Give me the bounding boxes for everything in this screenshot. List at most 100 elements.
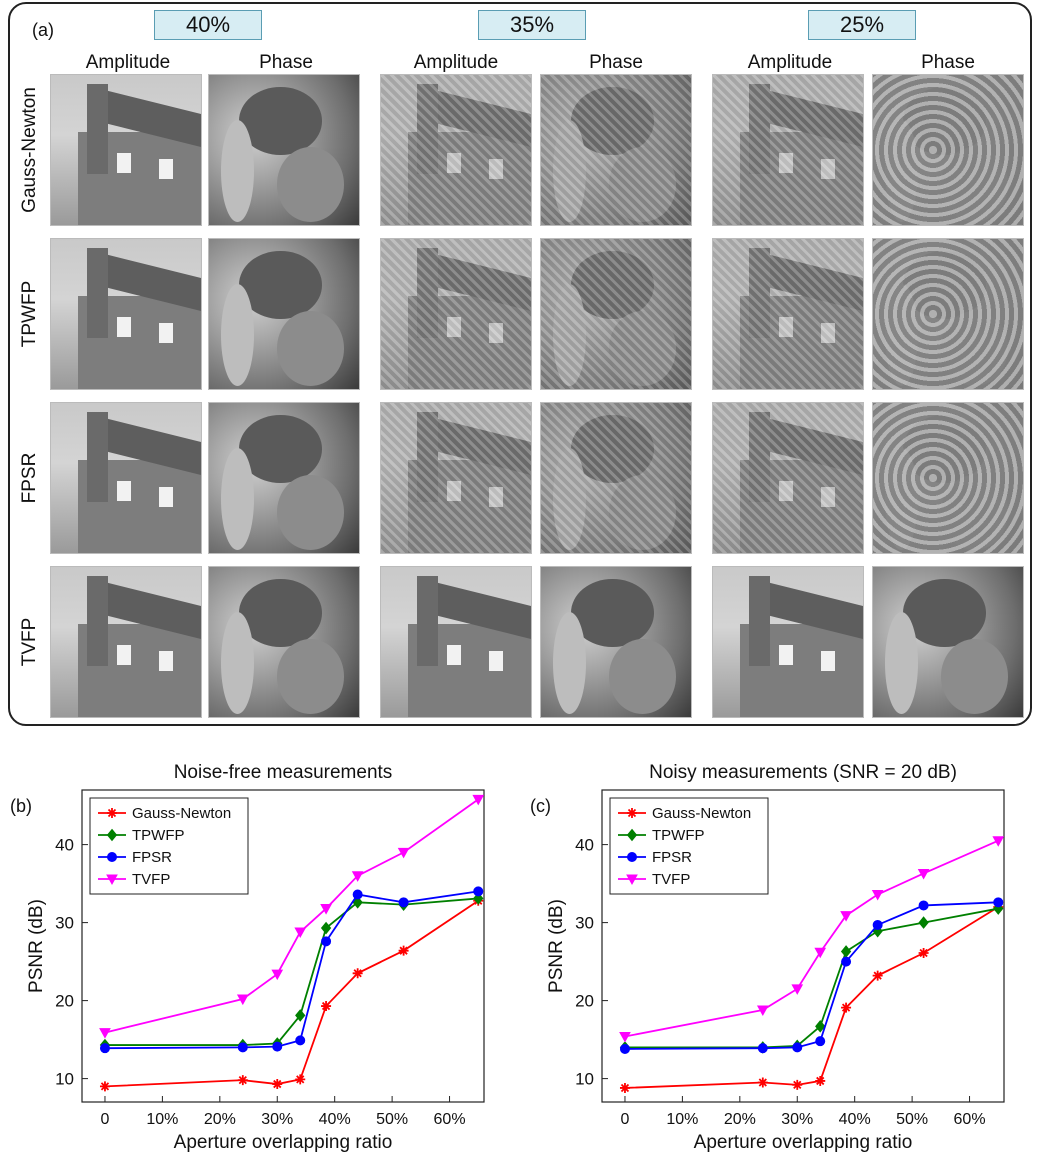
data-point-Gauss-Newton	[237, 1075, 248, 1086]
data-point-FPSR	[398, 897, 409, 908]
x-tick-label: 60%	[434, 1111, 466, 1128]
col-header: Phase	[589, 52, 643, 73]
phase-image	[872, 74, 1024, 226]
phase-image	[208, 74, 360, 226]
phase-image	[208, 402, 360, 554]
y-tick-label: 40	[55, 836, 74, 855]
amplitude-image	[712, 74, 864, 226]
y-tick-label: 20	[55, 992, 74, 1011]
data-point-TVFP	[472, 794, 485, 806]
data-point-Gauss-Newton	[272, 1079, 283, 1090]
legend-marker	[626, 874, 638, 886]
x-tick-label: 50%	[896, 1111, 928, 1128]
series-line-TPWFP	[104, 897, 479, 1046]
col-header: Amplitude	[747, 52, 833, 73]
ratio-box-1: 40%	[154, 10, 262, 40]
row-label: Gauss-Newton	[19, 87, 40, 213]
data-point-Gauss-Newton	[872, 970, 883, 981]
legend-label: TVFP	[132, 871, 170, 888]
col-header: Phase	[921, 52, 975, 73]
series-line-TPWFP	[624, 907, 999, 1049]
series-line-FPSR	[624, 901, 999, 1050]
data-point-TVFP	[756, 1005, 769, 1016]
x-tick-label: 50%	[376, 1111, 408, 1128]
chart-title: Noisy measurements (SNR = 20 dB)	[649, 762, 957, 783]
amplitude-image	[50, 566, 202, 718]
amplitude-image	[50, 238, 202, 390]
data-point-Gauss-Newton	[757, 1077, 768, 1088]
data-point-FPSR	[619, 1043, 630, 1054]
data-point-FPSR	[792, 1042, 803, 1053]
phase-image	[540, 74, 692, 226]
data-point-TPWFP	[815, 1020, 826, 1033]
chart-noise-free: Noise-free measurements (b) 0 10% 20% 30% 40% 5…	[10, 762, 485, 1153]
legend-marker	[627, 808, 637, 818]
data-point-FPSR	[993, 897, 1004, 908]
phase-image	[540, 402, 692, 554]
x-tick-label: 0	[621, 1111, 630, 1128]
row-label: TVFP	[19, 617, 40, 667]
data-point-Gauss-Newton	[815, 1075, 826, 1086]
data-point-TVFP	[619, 1031, 631, 1043]
x-tick-label: 20%	[724, 1111, 756, 1128]
panel-label: (b)	[10, 796, 32, 816]
data-point-FPSR	[815, 1036, 826, 1047]
data-point-TVFP	[320, 904, 332, 915]
data-point-Gauss-Newton	[352, 968, 363, 979]
series-line-TVFP	[624, 839, 999, 1038]
series-line-Gauss-Newton	[624, 906, 999, 1089]
data-point-TPWFP	[320, 921, 332, 935]
col-header: Phase	[259, 52, 313, 73]
legend-label: FPSR	[132, 849, 172, 866]
legend-box	[89, 797, 249, 895]
x-tick-label: 40%	[319, 1111, 351, 1128]
data-point-TVFP	[791, 984, 804, 995]
data-point-FPSR	[237, 1042, 248, 1053]
legend-marker	[106, 828, 118, 842]
legend-marker	[107, 852, 117, 862]
panel-label: (c)	[530, 796, 551, 816]
legend-label: TPWFP	[652, 827, 705, 844]
amplitude-image	[712, 402, 864, 554]
data-point-TVFP	[992, 836, 1005, 847]
data-point-FPSR	[352, 889, 363, 900]
data-point-FPSR	[872, 919, 883, 930]
data-point-FPSR	[473, 886, 484, 897]
data-point-TVFP	[871, 890, 884, 901]
x-tick-label: 30%	[781, 1111, 813, 1128]
y-tick-label: 40	[575, 836, 594, 855]
x-tick-label: 40%	[839, 1111, 871, 1128]
phase-image	[540, 238, 692, 390]
x-tick-label: 0	[101, 1111, 110, 1128]
series-line-TVFP	[104, 798, 479, 1034]
data-point-FPSR	[321, 936, 332, 947]
data-point-TVFP	[840, 911, 852, 922]
amplitude-image	[712, 238, 864, 390]
legend-label: Gauss-Newton	[132, 805, 231, 822]
legend-label: TPWFP	[132, 827, 185, 844]
chart-title: Noise-free measurements	[174, 762, 393, 783]
legend-label: TVFP	[652, 871, 690, 888]
data-point-Gauss-Newton	[295, 1074, 306, 1085]
data-point-Gauss-Newton	[99, 1081, 110, 1092]
x-axis-label: Aperture overlapping ratio	[694, 1132, 913, 1153]
data-point-FPSR	[272, 1041, 283, 1052]
amplitude-image	[380, 74, 532, 226]
y-tick-label: 30	[55, 914, 74, 933]
phase-image	[872, 566, 1024, 718]
data-point-FPSR	[841, 956, 852, 967]
amplitude-image	[50, 74, 202, 226]
phase-image	[208, 238, 360, 390]
series-line-Gauss-Newton	[104, 900, 479, 1088]
data-point-TVFP	[294, 927, 307, 938]
y-axis-label: PSNR (dB)	[546, 899, 567, 993]
amplitude-image	[380, 238, 532, 390]
x-tick-label: 30%	[261, 1111, 293, 1128]
data-point-TVFP	[236, 994, 249, 1006]
ratio-box-2: 35%	[478, 10, 586, 40]
legend-label: FPSR	[652, 849, 692, 866]
image-grid-panel: (a) 40% 35% 25% Amplitude Phase Amplitud…	[8, 2, 1032, 726]
data-point-FPSR	[757, 1043, 768, 1054]
legend-marker	[626, 828, 638, 842]
chart-noisy: Noisy measurements (SNR = 20 dB) (c) 0 10% 2…	[530, 762, 1005, 1153]
